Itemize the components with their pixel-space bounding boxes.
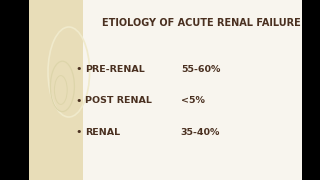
- Text: •: •: [75, 96, 82, 106]
- Text: •: •: [75, 127, 82, 137]
- Text: ETIOLOGY OF ACUTE RENAL FAILURE: ETIOLOGY OF ACUTE RENAL FAILURE: [102, 17, 301, 28]
- Text: PRE-RENAL: PRE-RENAL: [85, 65, 145, 74]
- Text: 55-60%: 55-60%: [181, 65, 220, 74]
- Bar: [29, 0, 83, 180]
- Text: POST RENAL: POST RENAL: [85, 96, 152, 105]
- Text: RENAL: RENAL: [85, 128, 120, 137]
- Text: <5%: <5%: [181, 96, 205, 105]
- Text: •: •: [75, 64, 82, 74]
- Text: 35-40%: 35-40%: [181, 128, 220, 137]
- Bar: [83, 0, 302, 180]
